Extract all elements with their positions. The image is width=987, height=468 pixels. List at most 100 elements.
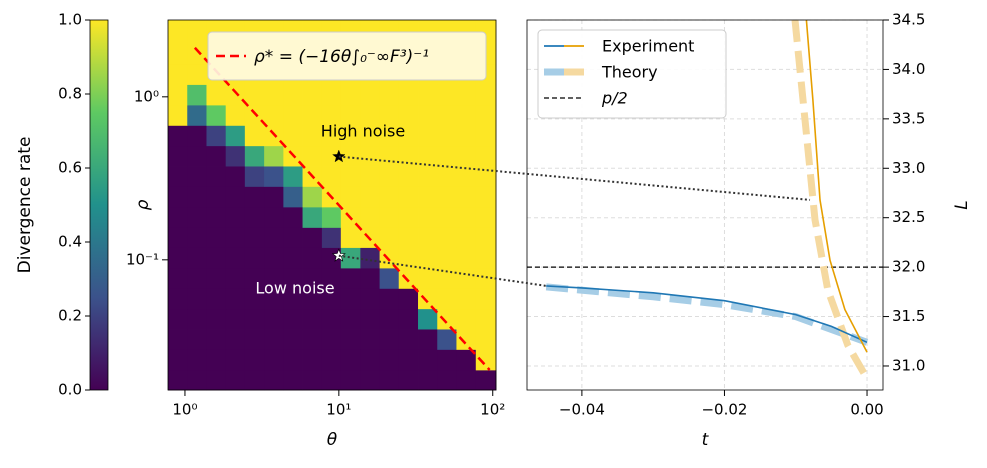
heatmap-cell [302,145,323,167]
heatmap-cell [475,308,497,330]
heatmap-cell [340,349,361,371]
heatmap-cell [437,125,457,147]
heatmap-cell [225,145,246,167]
heatmap-cell [398,104,419,126]
heatmap-cell [187,64,207,85]
heatmap-cell [225,369,246,391]
heatmap-cell [360,288,380,310]
legend-box [537,29,727,119]
series-line [546,285,868,344]
heatmap-cell [475,369,497,391]
heatmap-cell [475,104,497,126]
heatmap-cell [264,166,284,187]
heatmap-cell [360,247,380,269]
heatmap-cell [187,247,207,269]
x-tick-label: 10¹ [326,401,351,419]
plot-frame [526,19,884,391]
heatmap-cell [264,145,284,167]
heatmap-cell [321,84,342,106]
heatmap-cell [340,227,361,248]
heatmap-cell [187,166,207,187]
heatmap-cell [225,125,246,147]
heatmap-cell [321,349,342,371]
heatmap-cell [244,145,265,167]
annotation: High noise [321,122,405,141]
series-line [791,19,868,377]
heatmap-cell [418,145,438,167]
heatmap-cell [475,186,497,208]
heatmap-cell [360,186,380,208]
legend-label: Theory [601,63,658,82]
heatmap-cell [360,308,380,330]
heatmap-cell [264,186,284,208]
heatmap-cell [437,247,457,269]
heatmap-cell [398,145,419,167]
heatmap-cell [302,125,323,147]
heatmap-cell [379,247,400,269]
heatmap-cell [437,227,457,248]
heatmap-cell [379,145,400,167]
legend-label: ρ* = (−16θ∫₀⁻∞F³)⁻¹ [254,47,429,67]
heatmap-cell [379,267,400,289]
heatmap-cell [302,104,323,126]
heatmap-cell [264,84,284,106]
heatmap-cell [283,267,303,289]
heatmap-cell [244,288,265,310]
heatmap-cell [187,104,207,126]
heatmap-cell [321,267,342,289]
heatmap-cell [206,206,227,228]
y-tick-label: 33.0 [892,159,925,177]
x-tick-label: −0.04 [559,401,605,419]
heatmap-cell [321,247,342,269]
heatmap-cell [360,206,380,228]
heatmap-cell [398,227,419,248]
heatmap-cell [225,206,246,228]
heatmap-cell [418,206,438,228]
heatmap-cell [283,349,303,371]
x-axis-label: θ [327,430,338,450]
heatmap-cell [321,166,342,187]
heatmap-cell [398,84,419,106]
heatmap-cell [418,267,438,289]
heatmap-cell [206,288,227,310]
heatmap-cell [379,227,400,248]
x-axis-label: t [702,430,710,450]
heatmap-cell [206,166,227,187]
x-tick-label: 10⁰ [172,401,197,419]
heatmap-cell [264,206,284,228]
heatmap-cell [168,308,188,330]
heatmap-cell [168,145,188,167]
heatmap-cell [168,349,188,371]
heatmap-cell [379,288,400,310]
heatmap-cell [225,227,246,248]
heatmap-cell [187,125,207,147]
heatmap-cell [283,206,303,228]
legend-label: p/2 [601,89,628,108]
heatmap-cell [187,227,207,248]
heatmap-cell [437,329,457,350]
heatmap-cell [225,267,246,289]
heatmap-cell [302,329,323,350]
heatmap-cell [321,206,342,228]
heatmap-cell [321,104,342,126]
annotation: Low noise [255,279,334,298]
heatmap-cell [456,227,477,248]
heatmap-cell [340,267,361,289]
heatmap-cell [456,329,477,350]
heatmap-cell [437,145,457,167]
heatmap-cell [206,308,227,330]
heatmap-cell [264,227,284,248]
heatmap-cell [418,84,438,106]
heatmap-cell [168,166,188,187]
heatmap-cell [283,247,303,269]
heatmap-cell [187,43,207,65]
heatmap-cell [418,369,438,391]
heatmap-cell [244,369,265,391]
heatmap-cell [418,329,438,350]
heatmap-cell [437,186,457,208]
heatmap-cell [225,288,246,310]
heatmap-cell [475,288,497,310]
heatmap-cell [437,288,457,310]
heatmap-cell [206,84,227,106]
